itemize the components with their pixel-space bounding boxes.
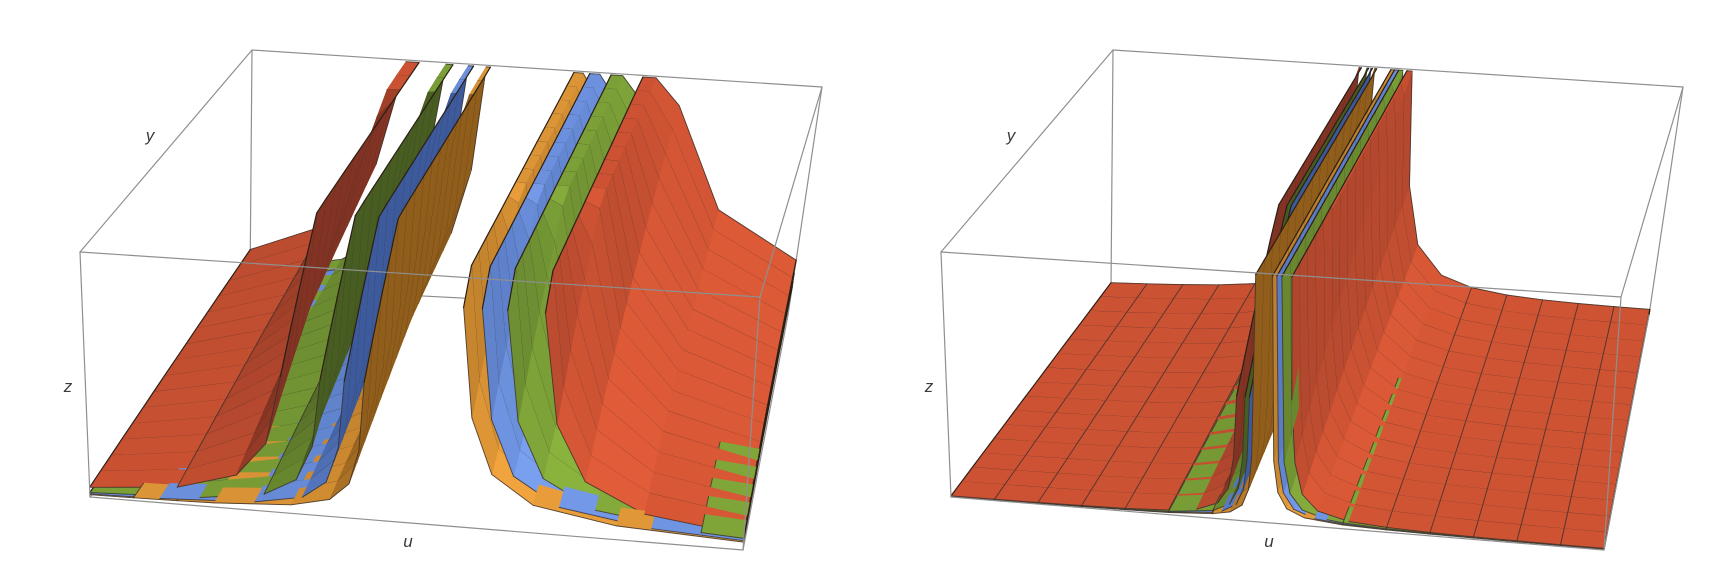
axis-label-y: y <box>1006 126 1017 145</box>
axis-label-u: u <box>403 532 413 551</box>
box-wireframe-near <box>79 86 823 551</box>
surfaces <box>88 61 797 543</box>
right-surface-plot: u y z <box>924 49 1684 551</box>
left-surface-plot: u y z <box>63 49 823 551</box>
box-wireframe-near <box>940 86 1684 551</box>
axis-label-u: u <box>1264 532 1274 551</box>
axis-label-y: y <box>145 126 156 145</box>
axis-label-z: z <box>63 377 73 396</box>
axis-label-z: z <box>924 377 934 396</box>
surfaces <box>950 67 1651 550</box>
